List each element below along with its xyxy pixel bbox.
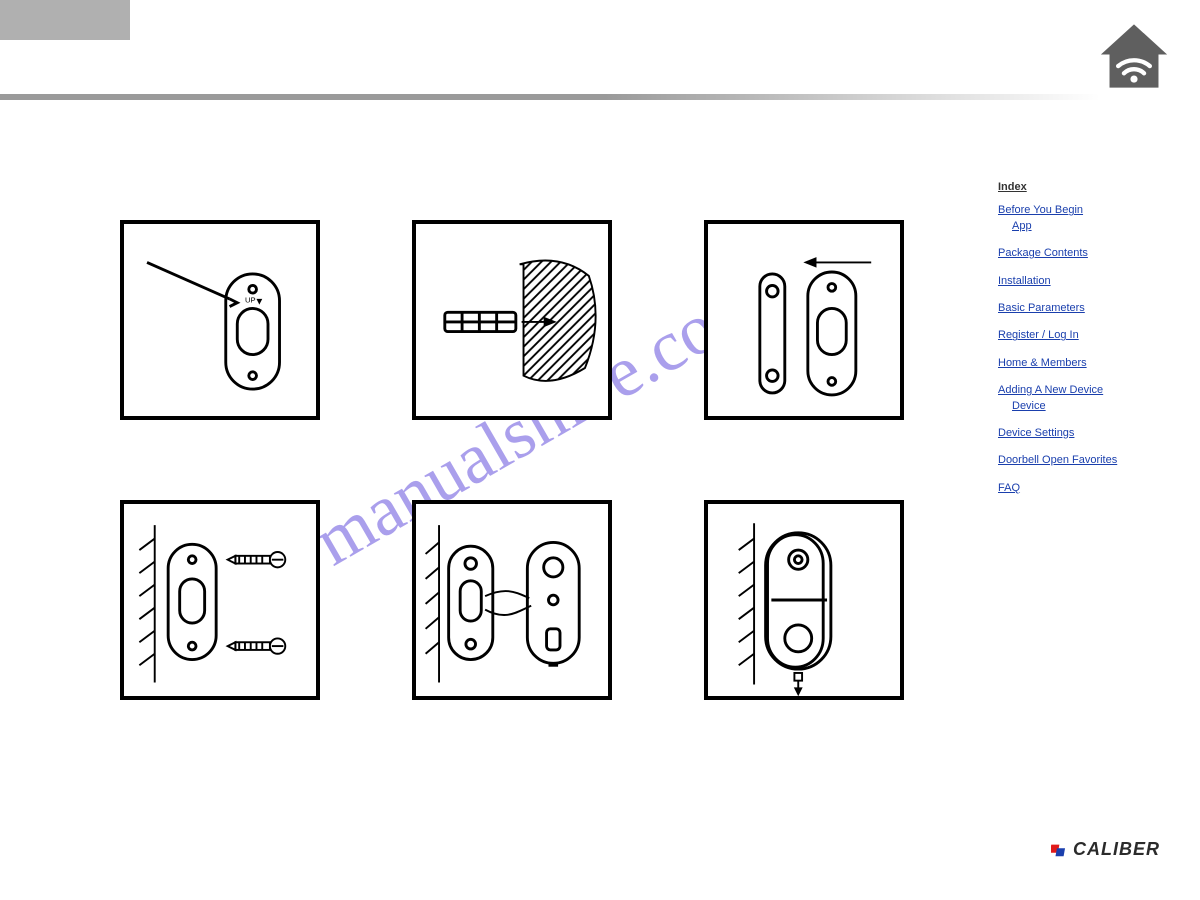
table-of-contents: Index Before You Begin App Package Conte… [998,180,1138,508]
header-gray-block [0,0,130,40]
installation-figures: UP [120,220,920,700]
toc-link[interactable]: Basic Parameters [998,301,1138,316]
brand-mark-icon [1051,841,1069,859]
figure-3 [704,220,904,420]
figure-2 [412,220,612,420]
toc-link[interactable]: App [1012,219,1138,234]
toc-link[interactable]: Register / Log In [998,328,1138,343]
toc-link[interactable]: Device [1012,399,1138,414]
toc-link[interactable]: Home & Members [998,356,1138,371]
wifi-house-icon [1098,20,1170,92]
brand-name: CALIBER [1073,839,1160,860]
header-rule [0,94,1100,100]
toc-link[interactable]: FAQ [998,481,1138,496]
toc-link[interactable]: Adding A New Device [998,383,1138,398]
toc-link[interactable]: Doorbell Open Favorites [998,453,1138,468]
toc-link[interactable]: Package Contents [998,246,1138,261]
figure-1: UP [120,220,320,420]
toc-link[interactable]: Installation [998,274,1138,289]
brand-logo: CALIBER [1051,839,1160,860]
toc-link[interactable]: Device Settings [998,426,1138,441]
toc-link[interactable]: Before You Begin [998,203,1138,218]
figure-6 [704,500,904,700]
toc-heading: Index [998,180,1138,195]
svg-text:UP: UP [245,296,256,305]
figure-5 [412,500,612,700]
figure-4 [120,500,320,700]
